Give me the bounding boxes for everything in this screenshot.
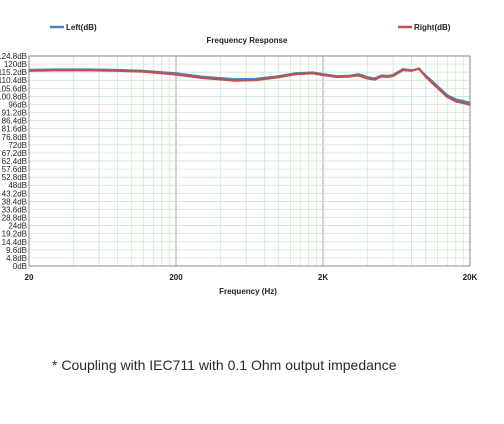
y-tick-label: 81.6dB: [2, 125, 27, 134]
x-tick-label: 20K: [463, 273, 478, 282]
y-tick-label: 4.8dB: [6, 254, 27, 263]
y-tick-label: 62.4dB: [2, 157, 27, 166]
y-tick-label: 0dB: [13, 262, 27, 271]
x-tick-label: 20: [25, 273, 34, 282]
y-tick-label: 28.8dB: [2, 214, 27, 223]
y-tick-label: 38.4dB: [2, 197, 27, 206]
series-lines: [28, 67, 471, 106]
x-axis-ticks: 20 200 2K 20K: [25, 273, 478, 282]
y-tick-label: 96dB: [8, 100, 27, 109]
legend: Left(dB) Right(dB): [50, 23, 451, 32]
y-tick-label: 76.8dB: [2, 133, 27, 142]
plot-border: [28, 55, 471, 267]
series-line-right: [28, 67, 471, 106]
y-tick-label: 91.2dB: [2, 109, 27, 118]
y-tick-label: 72dB: [8, 141, 27, 150]
y-tick-label: 86.4dB: [2, 117, 27, 126]
y-tick-label: 105.6dB: [0, 84, 27, 93]
legend-label-left: Left(dB): [66, 23, 97, 32]
y-tick-label: 124.8dB: [0, 52, 27, 61]
x-axis-label: Frequency (Hz): [219, 287, 277, 296]
y-tick-label: 67.2dB: [2, 149, 27, 158]
y-tick-label: 19.2dB: [2, 230, 27, 239]
frequency-response-chart: Left(dB) Right(dB) Frequency Response 0dB…: [0, 23, 478, 296]
y-tick-label: 115.2dB: [0, 68, 27, 77]
y-tick-label: 14.4dB: [2, 238, 27, 247]
x-tick-label: 2K: [318, 273, 328, 282]
y-axis-ticks: 0dB4.8dB9.6dB14.4dB19.2dB24dB28.8dB33.6d…: [0, 52, 27, 271]
caption-note: * Coupling with IEC711 with 0.1 Ohm outp…: [52, 357, 397, 373]
y-tick-label: 57.6dB: [2, 165, 27, 174]
y-tick-label: 33.6dB: [2, 205, 27, 214]
legend-label-right: Right(dB): [414, 23, 451, 32]
chart-title: Frequency Response: [207, 36, 288, 45]
plot-grid: [28, 55, 471, 267]
y-tick-label: 48dB: [8, 181, 27, 190]
y-tick-label: 120dB: [4, 60, 27, 69]
series-line-left: [28, 67, 471, 104]
y-tick-label: 9.6dB: [6, 246, 27, 255]
y-tick-label: 100.8dB: [0, 92, 27, 101]
y-tick-label: 43.2dB: [2, 189, 27, 198]
y-tick-label: 52.8dB: [2, 173, 27, 182]
y-tick-label: 110.4dB: [0, 76, 27, 85]
y-tick-label: 24dB: [8, 222, 27, 231]
x-tick-label: 200: [169, 273, 183, 282]
